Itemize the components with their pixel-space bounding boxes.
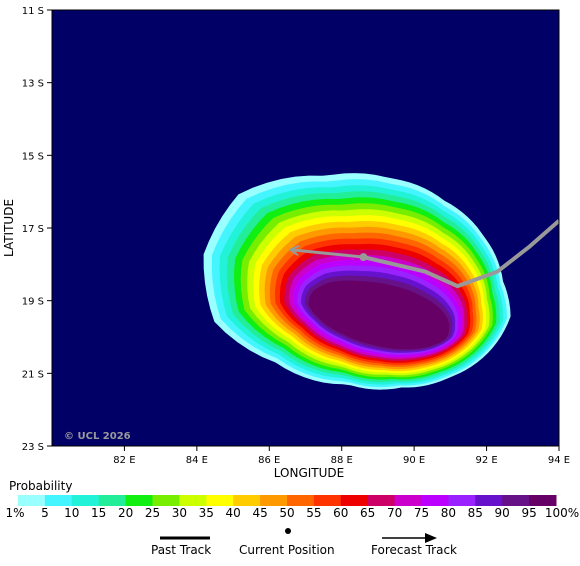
scale-label: 20 [117, 506, 134, 520]
longitude-axis: 82 E 84 E 86 E 88 E 90 E 92 E 94 E [113, 446, 570, 466]
lat-tick-label: 17 S [22, 224, 44, 235]
colorbar-swatch [260, 495, 288, 506]
colorbar-swatch [529, 495, 557, 506]
past-track-key-label: Past Track [151, 543, 212, 557]
colorbar-swatch [179, 495, 207, 506]
lon-tick-label: 92 E [475, 455, 497, 466]
lon-tick-label: 88 E [331, 455, 353, 466]
lon-tick-label: 84 E [186, 455, 208, 466]
scale-label: 65 [360, 506, 376, 520]
probability-colorbar [18, 495, 557, 506]
current-position-key-dot [285, 528, 291, 534]
lat-tick-label: 19 S [22, 297, 44, 308]
scale-label: 50 [279, 506, 295, 520]
scale-label: 90 [494, 506, 510, 520]
forecast-track-arrow [291, 250, 364, 259]
scale-label: 75 [413, 506, 430, 520]
colorbar-swatch [152, 495, 180, 506]
probability-band [308, 280, 450, 350]
colorbar-swatch [367, 495, 396, 506]
lat-tick-label: 13 S [22, 79, 44, 90]
colorbar-swatch [475, 495, 503, 506]
latitude-axis: 11 S 13 S 15 S 17 S 19 S 21 S 23 S [22, 6, 52, 453]
scale-label: 5 [41, 506, 49, 520]
lon-tick-label: 82 E [113, 455, 135, 466]
scale-label: 1% [5, 506, 25, 520]
latitude-axis-title: LATITUDE [2, 199, 16, 257]
lat-tick-label: 21 S [22, 369, 44, 380]
colorbar-swatch [340, 495, 369, 506]
probability-scale-labels: 1% 5 10 15 20 25 30 35 40 45 50 55 60 65 70 75 80 85 90 95 1… [0, 506, 580, 522]
scale-label: 35 [198, 506, 214, 520]
storm-track [291, 219, 559, 289]
scale-label: 15 [91, 506, 107, 520]
longitude-axis-title: LONGITUDE [274, 466, 344, 480]
colorbar-swatch [18, 495, 46, 506]
scale-label: 60 [333, 506, 349, 520]
current-position-key-label: Current Position [239, 543, 335, 557]
colorbar-swatch [448, 495, 476, 506]
scale-label: 85 [467, 506, 483, 520]
colorbar-swatch [394, 495, 422, 506]
forecast-track-key-arrowhead [425, 533, 437, 543]
colorbar-swatch [287, 495, 315, 506]
colorbar-swatch [71, 495, 100, 506]
lat-tick-label: 11 S [22, 6, 44, 17]
forecast-track-key-label: Forecast Track [371, 543, 457, 557]
lat-tick-label: 23 S [22, 442, 44, 453]
lon-tick-label: 86 E [258, 455, 280, 466]
track-key: Past Track Current Position Forecast Tra… [0, 528, 580, 564]
past-track-line [362, 219, 559, 289]
scale-label: 10 [64, 506, 80, 520]
scale-label: 25 [144, 506, 161, 520]
current-position-marker [359, 253, 368, 262]
lat-tick-label: 15 S [22, 151, 44, 162]
lon-tick-label: 94 E [548, 455, 570, 466]
colorbar-swatch [421, 495, 449, 506]
scale-label: 80 [440, 506, 457, 520]
lon-tick-label: 90 E [403, 455, 425, 466]
scale-label: 100% [544, 506, 580, 520]
colorbar-swatch [313, 495, 342, 506]
colorbar-swatch [44, 495, 73, 506]
colorbar-swatch [125, 495, 153, 506]
legend-title: Probability [9, 479, 73, 493]
scale-label: 95 [521, 506, 537, 520]
scale-label: 45 [252, 506, 268, 520]
scale-label: 55 [306, 506, 322, 520]
colorbar-swatch [206, 495, 234, 506]
scale-label: 30 [171, 506, 188, 520]
scale-label: 40 [225, 506, 241, 520]
copyright-label: © UCL 2026 [64, 431, 131, 442]
colorbar-swatch [233, 495, 261, 506]
colorbar-swatch [98, 495, 127, 506]
scale-label: 70 [386, 506, 403, 520]
colorbar-swatch [502, 495, 530, 506]
